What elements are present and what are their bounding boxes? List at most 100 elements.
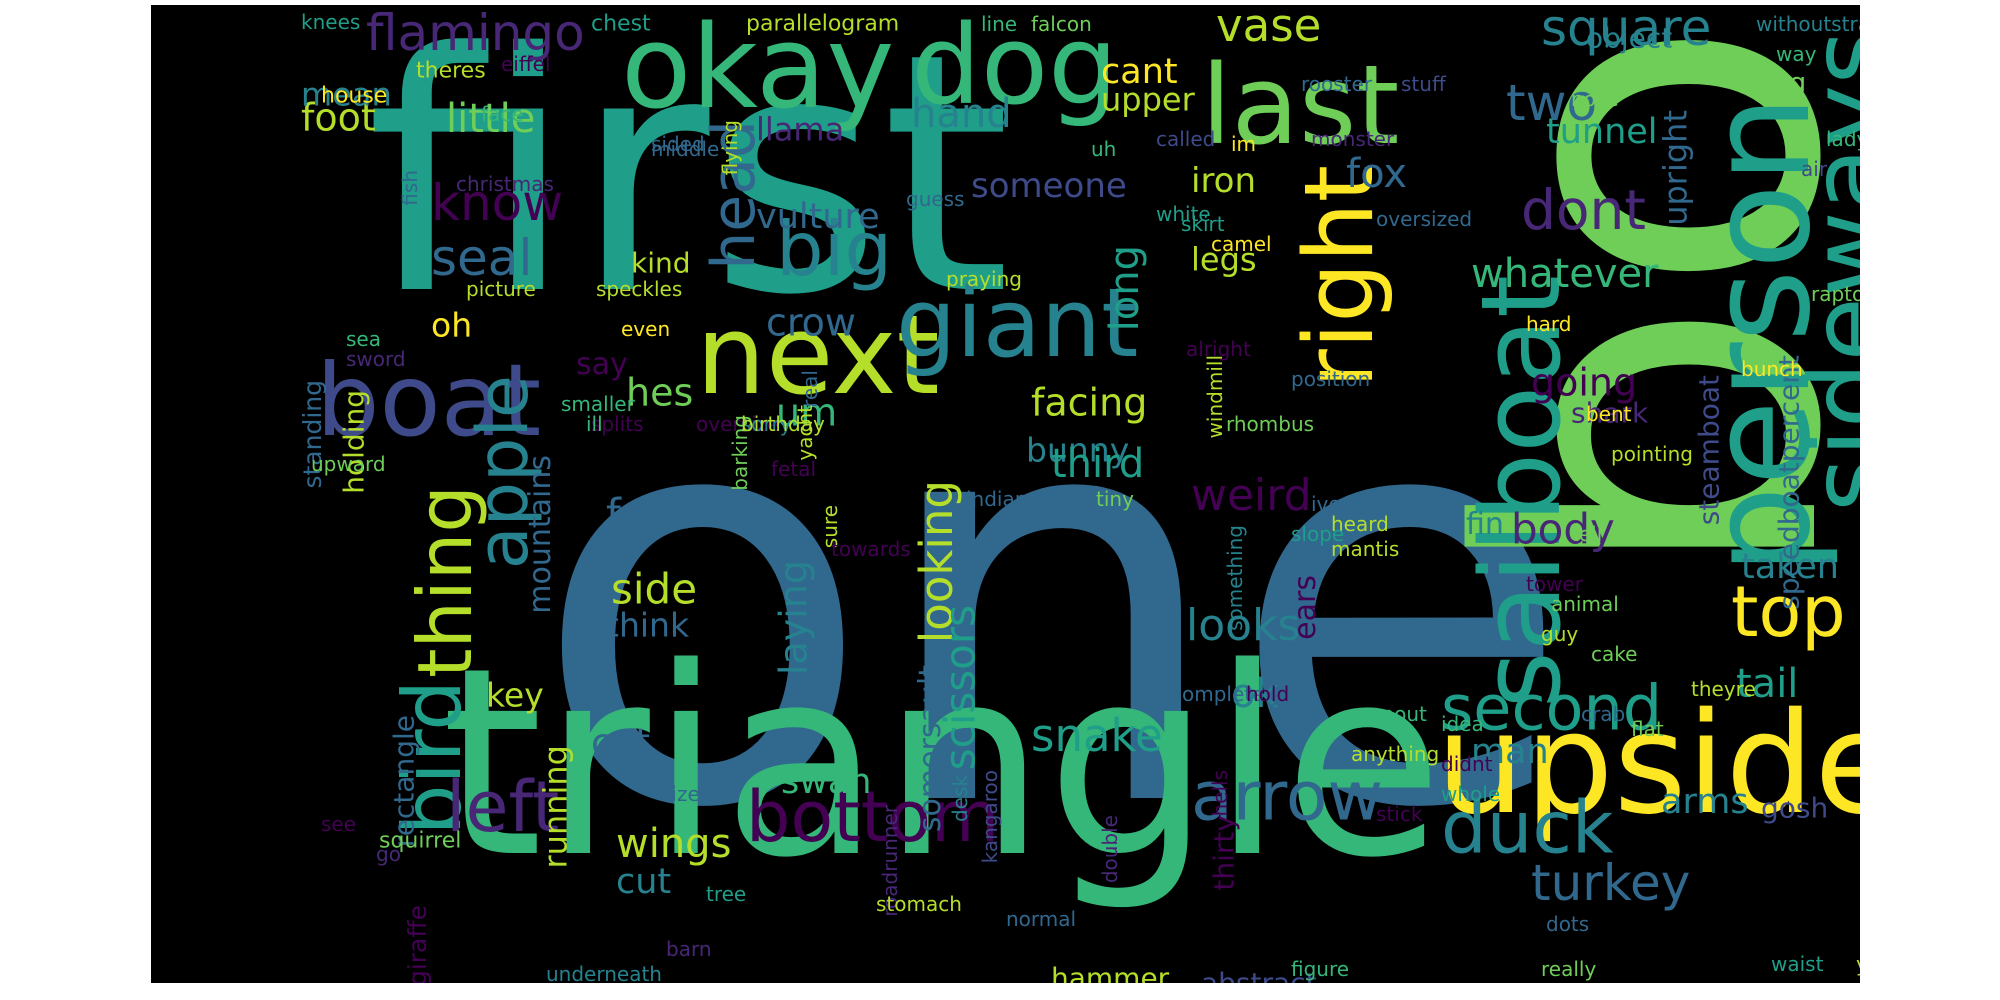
word-apple: apple — [462, 375, 544, 569]
word-bent: bent — [1586, 402, 1632, 426]
word-thirty: thirty — [1207, 815, 1240, 891]
word-cat: cat — [591, 720, 650, 764]
word-facing: facing — [1031, 380, 1147, 424]
word-shark: shark — [1571, 396, 1649, 429]
word-swan: swan — [781, 762, 872, 802]
word-snake: snake — [1031, 709, 1163, 762]
word-christmas: christmas — [456, 172, 554, 196]
word-first: first — [366, 5, 1011, 367]
word-giraffe: giraffe — [403, 905, 432, 983]
word-idea: idea — [1441, 712, 1484, 736]
word-third: third — [1051, 441, 1144, 487]
word-slope: slope — [1291, 522, 1344, 546]
word-feet: feet — [606, 490, 689, 539]
word-falcon: falcon — [1031, 12, 1092, 36]
word-holding: holding — [337, 390, 370, 494]
word-fetal: fetal — [771, 457, 816, 481]
word-towards: towards — [831, 537, 911, 561]
word-windmill: windmill — [1203, 355, 1227, 438]
word-mean: mean — [301, 76, 392, 114]
word-one: one — [531, 279, 1573, 931]
word-hard: hard — [1526, 312, 1572, 336]
word-hes: hes — [626, 370, 693, 414]
word-skirt: skirt — [1181, 212, 1225, 236]
word-know: know — [431, 174, 563, 232]
word-looks: looks — [1186, 600, 1300, 651]
word-monster: monster — [1311, 127, 1395, 151]
word-thing: thing — [401, 485, 489, 678]
word-something: something — [1223, 525, 1247, 631]
word-somersault: somersault — [913, 665, 948, 832]
word-dog: dog — [911, 5, 1118, 129]
word-bottom: bottom — [746, 776, 999, 858]
word-normal: normal — [1006, 907, 1076, 931]
word-double: double — [1098, 815, 1122, 883]
word-eiffel: eiffel — [501, 52, 551, 76]
word-lying: lying — [1741, 68, 1806, 99]
word-gosh: gosh — [1761, 791, 1828, 824]
word-snout: snout — [1371, 702, 1427, 726]
word-face: face — [481, 102, 524, 126]
word-pointing: pointing — [1611, 442, 1693, 466]
word-duck: duck — [1441, 786, 1614, 870]
word-ill: ill — [586, 412, 603, 436]
word-ears: ears — [1288, 575, 1323, 640]
word-didnt: didnt — [1441, 752, 1493, 776]
word-bunch: bunch — [1741, 357, 1803, 381]
word-im: im — [1231, 132, 1256, 156]
word-bird: bird — [386, 680, 479, 835]
word-man: man — [1471, 732, 1549, 772]
word-ive: ive — [1311, 492, 1341, 516]
word-mountains: mountains — [523, 455, 558, 614]
word-guy: guy — [1541, 622, 1578, 646]
word-cake: cake — [1591, 642, 1637, 666]
word-sure: sure — [818, 505, 842, 548]
word-roadrunner: roadrunner — [878, 804, 902, 917]
word-nose: nose — [1571, 87, 1619, 111]
word-vulture: vulture — [756, 197, 880, 237]
word-parallelogram: parallelogram — [746, 12, 899, 37]
word-middle: middle — [651, 137, 719, 161]
word-key: key — [486, 675, 544, 714]
word-splits: splits — [591, 412, 644, 436]
word-whole: whole — [1441, 782, 1500, 806]
word-go: go — [376, 842, 401, 866]
word-theyre: theyre — [1691, 677, 1756, 701]
word-stuff: stuff — [1401, 72, 1447, 96]
word-flat: flat — [1631, 717, 1664, 741]
word-desk: desk — [948, 775, 972, 822]
word-um: um — [776, 390, 837, 434]
word-big: big — [776, 205, 892, 293]
word-really: really — [1541, 957, 1596, 981]
word-guess: guess — [906, 187, 965, 211]
word-vase: vase — [1216, 5, 1321, 52]
word-sorry: sorry — [741, 412, 792, 436]
word-flying: flying — [718, 120, 742, 175]
word-triangle: triangle — [441, 613, 1443, 915]
word-stomach: stomach — [876, 892, 962, 916]
word-indian: indian — [966, 487, 1027, 511]
word-right: right — [1285, 165, 1395, 388]
word-tree: tree — [706, 882, 746, 906]
word-cant: cant — [1101, 52, 1178, 92]
word-hammer: hammer — [1051, 961, 1170, 983]
word-air: air — [1801, 157, 1828, 181]
word-bo: bo — [1388, 15, 1860, 588]
word-praying: praying — [946, 267, 1022, 291]
word-oversized: oversized — [1376, 207, 1472, 231]
word-sword: sword — [346, 347, 406, 371]
word-sideways: sideways — [1788, 30, 1860, 512]
word-arrow: arrow — [1191, 757, 1383, 836]
word-scissors: scissors — [936, 605, 985, 770]
word-knees: knees — [301, 10, 360, 34]
word-upward: upward — [311, 452, 386, 476]
word-speedboatpercent: speedboatpercent — [1772, 355, 1805, 610]
word-tail: tail — [1736, 661, 1798, 707]
word-tiny: tiny — [1096, 487, 1134, 511]
word-squirrel: squirrel — [379, 829, 461, 854]
word-picture: picture — [466, 277, 536, 301]
word-dont: dont — [1521, 178, 1646, 242]
word-oversize: oversize — [696, 412, 779, 436]
word-mantis: mantis — [1331, 537, 1399, 561]
